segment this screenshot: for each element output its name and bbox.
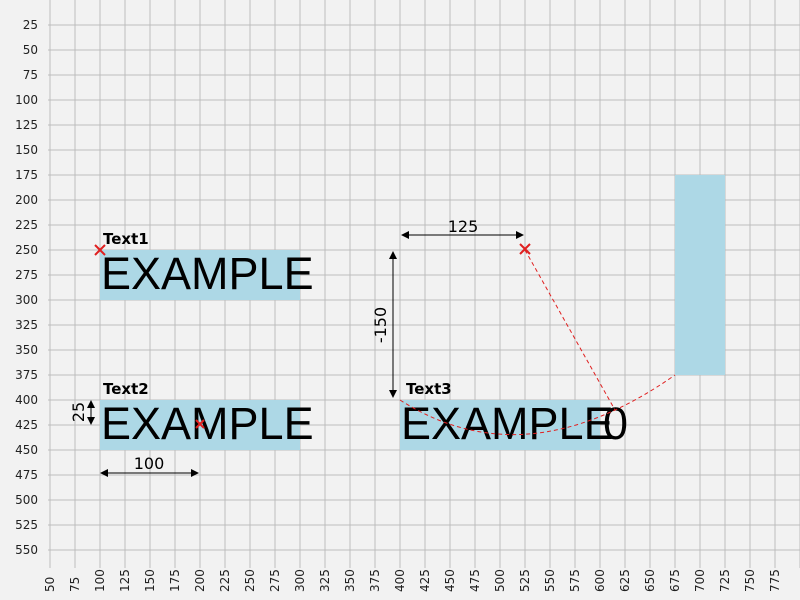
x-tick-label: 600 xyxy=(593,569,607,592)
x-tick-label: 550 xyxy=(543,569,557,592)
x-tick-label: 675 xyxy=(668,569,682,592)
text3-vertical-dimension-label: -150 xyxy=(371,307,390,343)
x-tick-label: 775 xyxy=(768,569,782,592)
x-tick-label: 400 xyxy=(393,569,407,592)
y-tick-label: 150 xyxy=(15,143,38,157)
text1-example: EXAMPLE xyxy=(101,248,314,299)
y-tick-label: 425 xyxy=(15,418,38,432)
y-tick-label: 25 xyxy=(23,18,38,32)
x-tick-label: 500 xyxy=(493,569,507,592)
y-tick-label: 500 xyxy=(15,493,38,507)
x-tick-label: 200 xyxy=(193,569,207,592)
x-tick-label: 225 xyxy=(218,569,232,592)
x-tick-label: 650 xyxy=(643,569,657,592)
x-tick-label: 125 xyxy=(118,569,132,592)
text2-height-dimension-label: 25 xyxy=(69,402,88,422)
text2-width-dimension-label: 100 xyxy=(134,454,165,473)
x-tick-label: 375 xyxy=(368,569,382,592)
text1-label: Text1 xyxy=(103,230,149,248)
rotation-target-box xyxy=(675,175,725,375)
y-tick-label: 525 xyxy=(15,518,38,532)
x-tick-label: 175 xyxy=(168,569,182,592)
x-tick-label: 625 xyxy=(618,569,632,592)
y-tick-label: 450 xyxy=(15,443,38,457)
x-tick-label: 100 xyxy=(93,569,107,592)
text3-label: Text3 xyxy=(406,380,452,398)
x-tick-label: 75 xyxy=(68,577,82,592)
x-axis-ticks: 50 75 100 125 150 175 200 225 250 275 300 325 350 375… xyxy=(43,569,782,592)
y-tick-label: 75 xyxy=(23,68,38,82)
text1-anchor-icon xyxy=(94,244,106,256)
x-tick-label: 425 xyxy=(418,569,432,592)
x-tick-label: 750 xyxy=(743,569,757,592)
x-tick-label: 475 xyxy=(468,569,482,592)
y-tick-label: 350 xyxy=(15,343,38,357)
y-tick-label: 200 xyxy=(15,193,38,207)
y-tick-label: 475 xyxy=(15,468,38,482)
y-tick-label: 375 xyxy=(15,368,38,382)
y-tick-label: 125 xyxy=(15,118,38,132)
x-tick-label: 450 xyxy=(443,569,457,592)
x-tick-label: 50 xyxy=(43,577,57,592)
x-tick-label: 325 xyxy=(318,569,332,592)
y-tick-label: 100 xyxy=(15,93,38,107)
y-tick-label: 175 xyxy=(15,168,38,182)
x-tick-label: 350 xyxy=(343,569,357,592)
y-tick-label: 550 xyxy=(15,543,38,557)
rotation-arc-path xyxy=(399,374,676,436)
y-tick-label: 300 xyxy=(15,293,38,307)
text2-anchor-icon xyxy=(195,419,205,429)
text2-label: Text2 xyxy=(103,380,149,398)
x-tick-label: 250 xyxy=(243,569,257,592)
y-tick-label: 250 xyxy=(15,243,38,257)
y-axis-ticks: 25 50 75 100 125 150 175 200 225 250 275 300 325 350 3… xyxy=(15,18,38,557)
rotation-radius-line xyxy=(524,249,616,411)
x-tick-label: 575 xyxy=(568,569,582,592)
text3-highlight-box xyxy=(400,400,600,450)
text3-horizontal-dimension-label: 125 xyxy=(448,217,479,236)
y-tick-label: 50 xyxy=(23,43,38,57)
y-tick-label: 275 xyxy=(15,268,38,282)
text3-example: EXAMPLE xyxy=(401,398,614,449)
y-tick-label: 400 xyxy=(15,393,38,407)
x-tick-label: 525 xyxy=(518,569,532,592)
x-tick-label: 725 xyxy=(718,569,732,592)
x-tick-label: 150 xyxy=(143,569,157,592)
text3-pivot-icon xyxy=(519,243,531,255)
text2-example: EXAMPLE xyxy=(101,398,314,449)
y-tick-label: 325 xyxy=(15,318,38,332)
x-tick-label: 300 xyxy=(293,569,307,592)
text1-highlight-box xyxy=(100,250,300,300)
x-tick-label: 700 xyxy=(693,569,707,592)
x-tick-label: 275 xyxy=(268,569,282,592)
text3-example-suffix: 0 xyxy=(603,398,628,449)
y-tick-label: 225 xyxy=(15,218,38,232)
